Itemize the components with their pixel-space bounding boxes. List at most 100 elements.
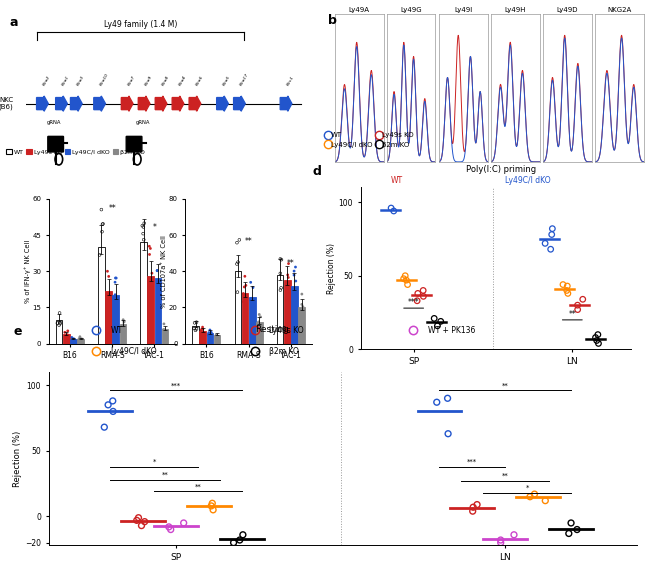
Point: [562, 286, 572, 295]
Point: [159, 325, 170, 335]
Point: [296, 290, 307, 299]
FancyArrow shape: [172, 96, 184, 111]
Y-axis label: Rejection (%): Rejection (%): [14, 431, 22, 487]
Point: [468, 503, 478, 512]
Point: [138, 235, 149, 244]
Text: Klra17: Klra17: [239, 72, 250, 86]
Bar: [200, 331, 206, 344]
Point: [291, 277, 301, 286]
Text: *: *: [152, 458, 156, 465]
Point: [283, 273, 294, 282]
Bar: [284, 280, 291, 344]
Point: [275, 286, 285, 295]
Text: Poly(I:C) priming: Poly(I:C) priming: [466, 165, 536, 174]
Point: [109, 304, 119, 313]
Point: [443, 429, 453, 438]
Point: [111, 274, 122, 283]
Point: [509, 531, 519, 540]
Point: [199, 328, 209, 337]
Text: Ly49 family (1.4 M): Ly49 family (1.4 M): [104, 20, 177, 30]
Point: [283, 286, 293, 295]
Point: [246, 294, 256, 303]
Point: [189, 324, 200, 333]
Bar: [298, 307, 305, 344]
Point: [208, 506, 218, 515]
Point: [159, 325, 169, 334]
Point: [77, 335, 88, 344]
Point: [98, 220, 108, 229]
Bar: [207, 333, 213, 344]
Point: [179, 519, 189, 528]
FancyArrow shape: [36, 96, 48, 111]
FancyBboxPatch shape: [48, 136, 64, 152]
Point: [232, 238, 242, 247]
Legend: WT, Ly49C/I dKO, Ly49s KO, β2m KO: WT, Ly49C/I dKO, Ly49s KO, β2m KO: [324, 130, 417, 151]
Point: [398, 274, 409, 283]
Point: [254, 310, 265, 319]
Text: **: **: [569, 310, 576, 319]
Bar: [63, 334, 70, 344]
Text: ***: ***: [467, 458, 478, 465]
Point: [547, 230, 557, 239]
Point: [110, 278, 120, 287]
Point: [432, 321, 443, 331]
Text: ***: ***: [408, 298, 419, 307]
Point: [116, 325, 127, 334]
Point: [203, 331, 213, 340]
Text: a: a: [9, 16, 18, 29]
Point: [296, 300, 307, 309]
Point: [275, 269, 285, 278]
Point: [545, 245, 556, 254]
FancyArrow shape: [70, 96, 82, 111]
Point: [240, 272, 250, 281]
Bar: [242, 293, 248, 344]
Text: *: *: [153, 223, 156, 232]
Text: Klra4: Klra4: [178, 74, 187, 86]
Point: [60, 328, 70, 337]
Point: [203, 328, 214, 337]
Point: [592, 336, 602, 345]
Point: [60, 332, 71, 341]
Point: [255, 324, 266, 333]
Text: NKC
(B6): NKC (B6): [0, 97, 13, 110]
Point: [198, 325, 208, 334]
Point: [232, 287, 242, 296]
Point: [107, 396, 118, 406]
Point: [131, 516, 142, 525]
Text: **: **: [109, 204, 116, 213]
Point: [472, 500, 482, 509]
Point: [578, 295, 588, 304]
FancyArrow shape: [138, 96, 150, 111]
Point: [228, 538, 239, 547]
Point: [196, 325, 207, 334]
Point: [253, 319, 263, 328]
Text: **: **: [502, 382, 509, 389]
Point: [66, 333, 77, 342]
Bar: [105, 290, 112, 344]
Point: [402, 280, 413, 289]
Point: [94, 250, 105, 260]
Point: [206, 329, 216, 338]
Text: Klra8: Klra8: [161, 74, 170, 86]
Text: gRNA: gRNA: [46, 120, 61, 126]
FancyArrow shape: [280, 96, 292, 111]
Text: Klra1: Klra1: [61, 74, 70, 86]
Point: [153, 279, 163, 288]
Point: [62, 330, 73, 339]
Point: [213, 332, 224, 341]
Point: [246, 296, 256, 305]
Text: Ly49s KO: Ly49s KO: [269, 326, 304, 335]
Bar: [214, 335, 220, 344]
Point: [291, 262, 301, 272]
Point: [593, 330, 603, 339]
Text: *: *: [526, 485, 529, 491]
Text: **: **: [194, 483, 202, 490]
Point: [196, 326, 207, 335]
Point: [418, 286, 428, 295]
Point: [75, 334, 85, 343]
Bar: [162, 329, 168, 344]
Point: [248, 283, 258, 292]
Point: [205, 325, 215, 335]
Point: [283, 270, 293, 279]
Point: [401, 275, 411, 285]
